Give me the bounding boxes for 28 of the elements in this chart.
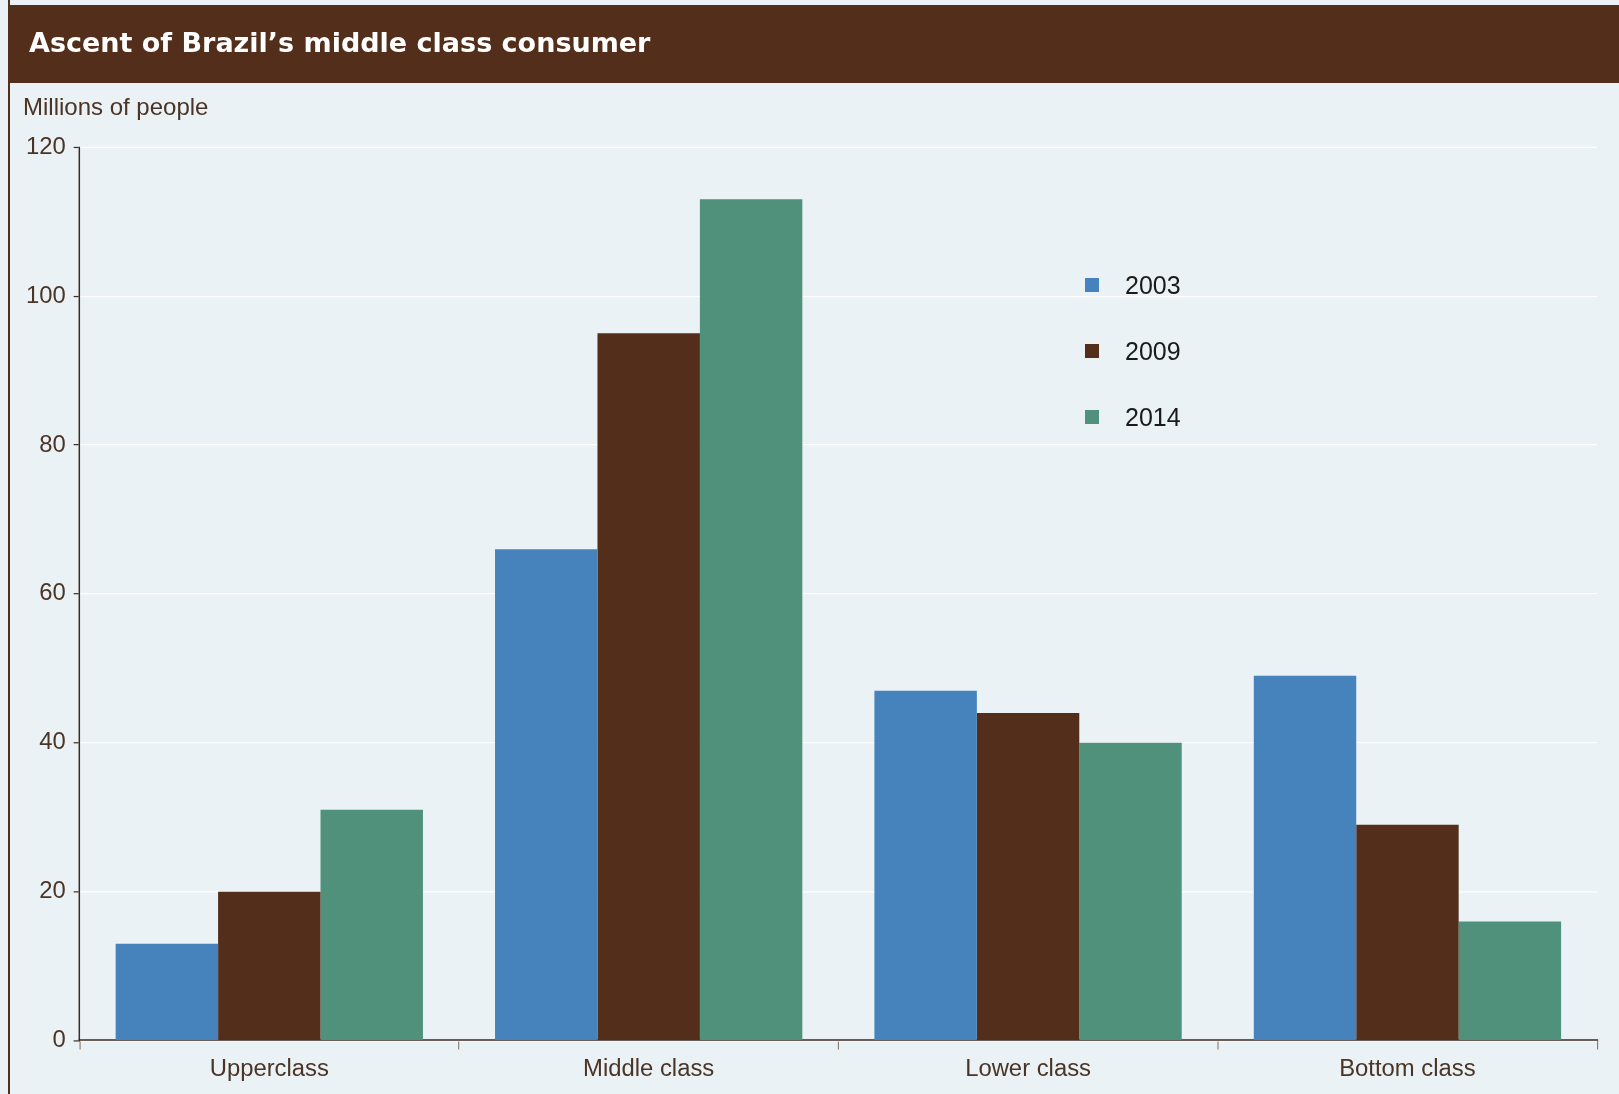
bar bbox=[320, 809, 423, 1040]
y-tick-label: 40 bbox=[39, 727, 66, 755]
y-tick-label: 0 bbox=[52, 1025, 66, 1053]
bar bbox=[874, 690, 977, 1040]
bar bbox=[1356, 824, 1459, 1040]
legend-label: 2014 bbox=[1125, 402, 1181, 432]
legend-label: 2003 bbox=[1125, 270, 1181, 300]
chart-title: Ascent of Brazil’s middle class consumer bbox=[29, 27, 651, 58]
bar bbox=[976, 713, 1080, 1040]
y-tick-label: 20 bbox=[39, 876, 66, 904]
bar bbox=[699, 199, 803, 1040]
bar bbox=[1253, 675, 1357, 1040]
x-tick-label: Middle class bbox=[583, 1054, 715, 1082]
x-tick-label: Bottom class bbox=[1339, 1054, 1476, 1082]
bar bbox=[218, 891, 321, 1040]
bar bbox=[1079, 742, 1182, 1040]
legend-label: 2009 bbox=[1125, 336, 1181, 366]
y-tick-label: 60 bbox=[39, 578, 66, 606]
bar bbox=[1458, 921, 1562, 1040]
y-tick-label: 80 bbox=[39, 429, 66, 457]
y-tick-label: 120 bbox=[25, 131, 66, 159]
y-axis-title: Millions of people bbox=[23, 93, 209, 121]
bar bbox=[597, 333, 700, 1040]
bar bbox=[495, 549, 598, 1040]
x-tick-label: Upperclass bbox=[209, 1054, 330, 1082]
y-tick-label: 100 bbox=[25, 280, 66, 308]
bar bbox=[115, 943, 219, 1040]
x-tick-label: Lower class bbox=[965, 1054, 1092, 1082]
